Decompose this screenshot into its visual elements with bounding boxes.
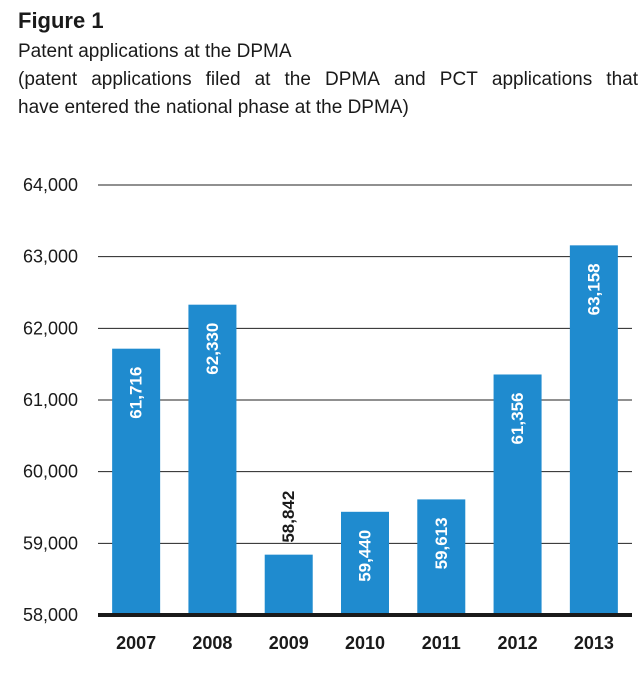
- subtitle-word: filed: [205, 69, 241, 90]
- y-tick-label: 63,000: [23, 247, 78, 267]
- y-tick-label: 59,000: [23, 533, 78, 553]
- data-label: 58,842: [279, 491, 298, 543]
- y-tick-label: 60,000: [23, 462, 78, 482]
- y-tick-label: 61,000: [23, 390, 78, 410]
- bar: [112, 348, 161, 615]
- x-tick-label: 2013: [574, 633, 614, 653]
- data-label: 61,356: [508, 392, 527, 444]
- subtitle-word: that: [606, 69, 638, 90]
- x-tick-label: 2007: [116, 633, 156, 653]
- chart-title: Patent applications at the DPMA: [18, 41, 292, 62]
- y-tick-label: 58,000: [23, 605, 78, 625]
- data-label: 59,613: [432, 517, 451, 569]
- bar: [493, 374, 542, 615]
- x-tick-label: 2012: [498, 633, 538, 653]
- x-tick-label: 2011: [422, 633, 461, 653]
- data-label: 62,330: [203, 323, 222, 375]
- subtitle-word: PCT: [439, 69, 478, 90]
- subtitle-line-1: (patent applications filed at the DPMA and PCT a…: [18, 66, 638, 94]
- subtitle-word: at: [254, 69, 271, 90]
- data-label: 59,440: [356, 530, 375, 582]
- bar: [569, 245, 618, 615]
- subtitle-word: and: [394, 69, 426, 90]
- bar: [417, 499, 466, 615]
- figure-subtitle: Patent applications at the DPMA (patent a…: [18, 38, 638, 122]
- x-tick-label: 2008: [192, 633, 232, 653]
- x-tick-label: 2010: [345, 633, 385, 653]
- subtitle-word: applications: [491, 69, 593, 90]
- figure-label: Figure 1: [18, 8, 104, 33]
- y-tick-label: 64,000: [23, 175, 78, 195]
- data-label: 63,158: [584, 263, 603, 315]
- subtitle-word: DPMA: [325, 69, 380, 90]
- bar: [264, 554, 313, 615]
- bar-chart: 58,000 59,000 60,000 61,000 62,000 63,000 64,0…: [23, 175, 632, 653]
- y-tick-label: 62,000: [23, 318, 78, 338]
- subtitle-word: applications: [91, 69, 192, 90]
- bar: [188, 304, 237, 615]
- bar: [341, 511, 389, 615]
- subtitle-line-2: have entered the national phase at the D…: [18, 97, 409, 118]
- data-label: 61,716: [127, 367, 146, 419]
- subtitle-word: (patent: [18, 69, 78, 90]
- x-tick-label: 2009: [269, 633, 309, 653]
- subtitle-word: the: [284, 69, 311, 90]
